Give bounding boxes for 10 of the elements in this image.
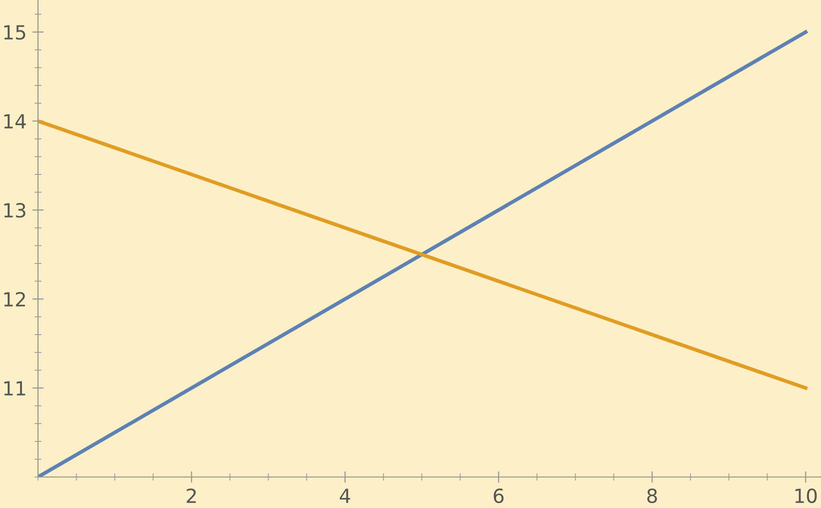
y-tick-label: 13 [4, 202, 26, 218]
y-tick-label: 11 [4, 381, 26, 396]
x-tick-label: 4 [340, 488, 350, 503]
x-tick-label: 10 [795, 488, 817, 504]
y-tick-label: 14 [4, 114, 26, 128]
y-tick-label: 15 [4, 25, 26, 40]
x-tick-label: 2 [186, 488, 196, 503]
x-tick-label: 8 [647, 488, 657, 504]
x-tick-label: 6 [494, 488, 504, 504]
y-tick-label: 12 [4, 292, 25, 306]
